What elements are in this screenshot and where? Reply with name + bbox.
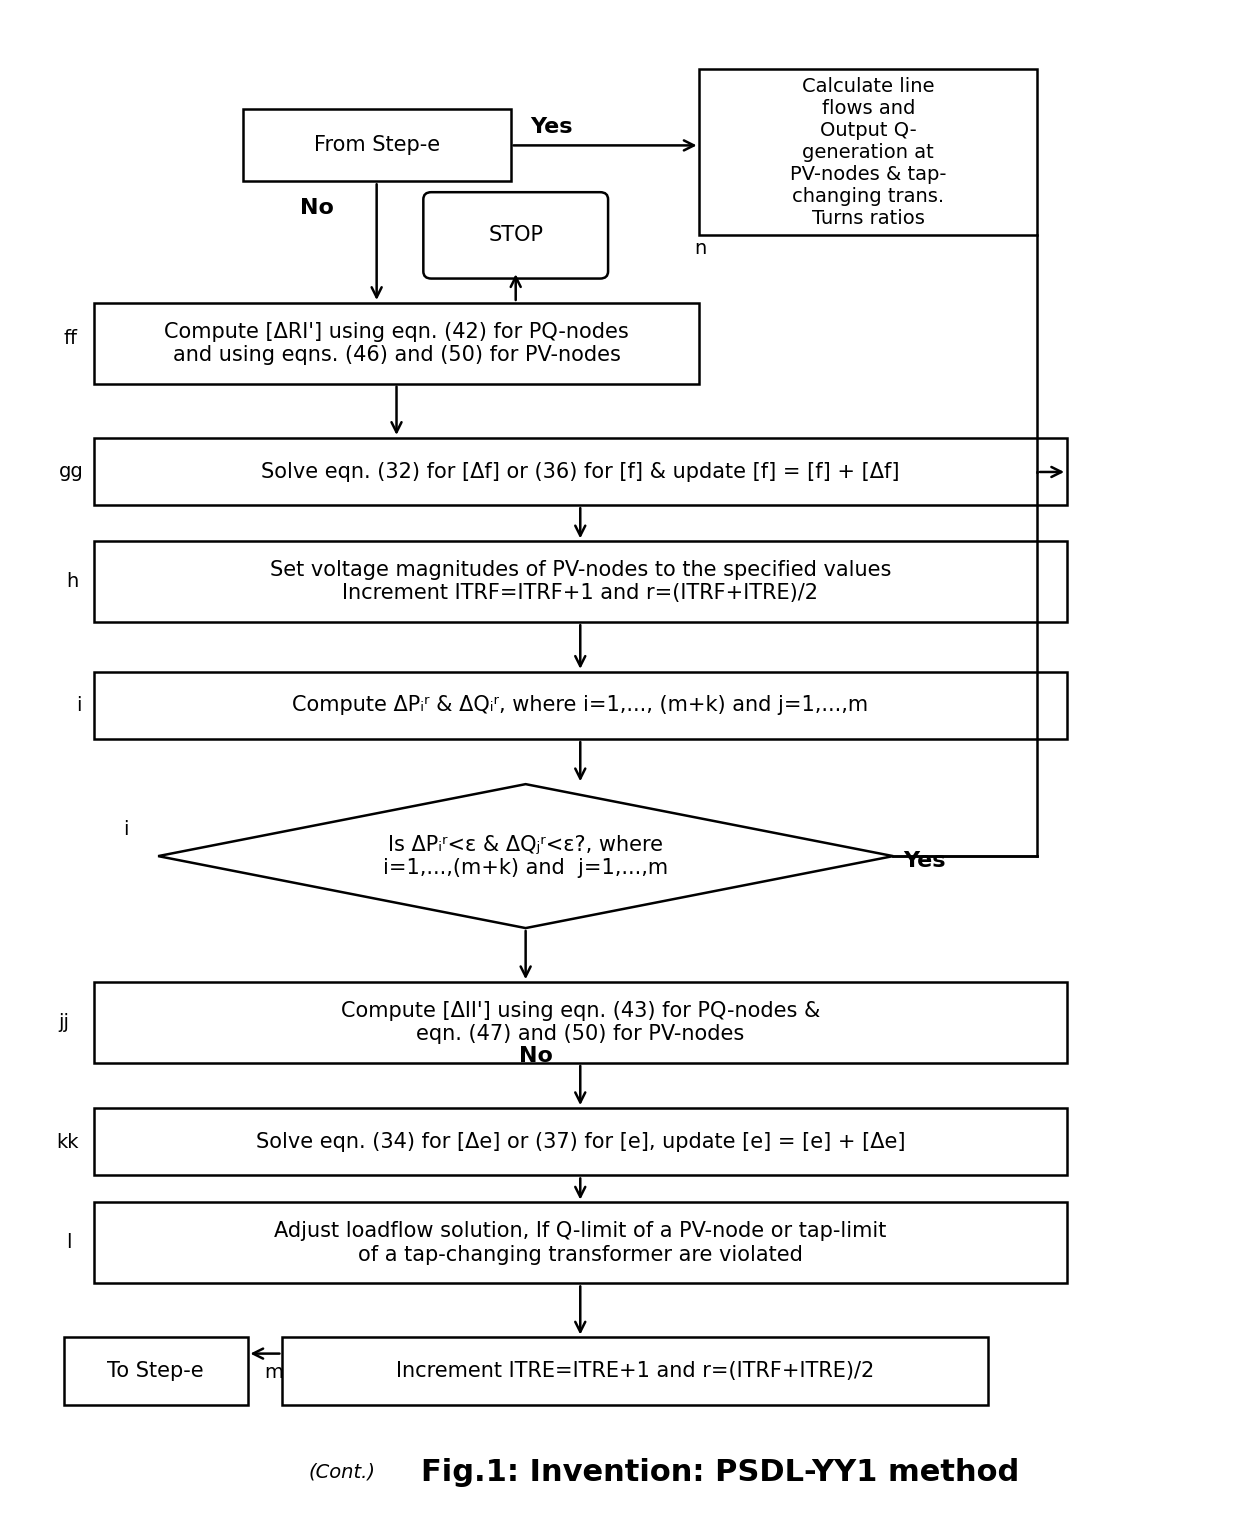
- Bar: [699, 68, 1037, 235]
- Text: Compute [ΔRI'] using eqn. (42) for PQ-nodes
and using eqns. (46) and (50) for PV: Compute [ΔRI'] using eqn. (42) for PQ-no…: [164, 322, 629, 366]
- Text: h: h: [66, 572, 78, 592]
- Polygon shape: [159, 784, 893, 928]
- Text: No: No: [300, 199, 334, 218]
- Bar: [93, 1107, 1066, 1176]
- Bar: [243, 109, 511, 182]
- Text: STOP: STOP: [489, 226, 543, 246]
- Bar: [93, 981, 1066, 1063]
- Bar: [93, 438, 1066, 505]
- Text: No: No: [518, 1045, 553, 1066]
- Text: Adjust loadflow solution, If Q-limit of a PV-node or tap-limit
of a tap-changing: Adjust loadflow solution, If Q-limit of …: [274, 1221, 887, 1265]
- Text: jj: jj: [58, 1013, 69, 1032]
- Bar: [93, 542, 1066, 622]
- Text: gg: gg: [58, 463, 83, 481]
- Bar: [93, 672, 1066, 739]
- Text: n: n: [694, 240, 707, 258]
- Text: Set voltage magnitudes of PV-nodes to the specified values
Increment ITRF=ITRF+1: Set voltage magnitudes of PV-nodes to th…: [269, 560, 892, 604]
- Bar: [283, 1338, 987, 1405]
- Text: Yes: Yes: [903, 851, 946, 871]
- Text: Increment ITRE=ITRE+1 and r=(ITRF+ITRE)/2: Increment ITRE=ITRE+1 and r=(ITRF+ITRE)/…: [396, 1361, 874, 1380]
- Text: To Step-e: To Step-e: [108, 1361, 203, 1380]
- Bar: [63, 1338, 248, 1405]
- Bar: [93, 303, 699, 384]
- Text: (Cont.): (Cont.): [309, 1462, 376, 1482]
- FancyBboxPatch shape: [423, 193, 608, 279]
- Text: Is ΔPᵢʳ<ε & ΔQⱼʳ<ε?, where
i=1,...,(m+k) and  j=1,...,m: Is ΔPᵢʳ<ε & ΔQⱼʳ<ε?, where i=1,...,(m+k)…: [383, 834, 668, 878]
- Text: Solve eqn. (32) for [Δf] or (36) for [f] & update [f] = [f] + [Δf]: Solve eqn. (32) for [Δf] or (36) for [f]…: [260, 461, 899, 481]
- Text: Fig.1: Invention: PSDL-YY1 method: Fig.1: Invention: PSDL-YY1 method: [422, 1458, 1019, 1487]
- Text: Compute [ΔII'] using eqn. (43) for PQ-nodes &
eqn. (47) and (50) for PV-nodes: Compute [ΔII'] using eqn. (43) for PQ-no…: [341, 1001, 820, 1044]
- Text: kk: kk: [56, 1133, 78, 1151]
- Text: l: l: [66, 1233, 71, 1253]
- Bar: [93, 1203, 1066, 1283]
- Text: Compute ΔPᵢʳ & ΔQᵢʳ, where i=1,..., (m+k) and j=1,...,m: Compute ΔPᵢʳ & ΔQᵢʳ, where i=1,..., (m+k…: [293, 695, 868, 716]
- Text: Calculate line
flows and
Output Q-
generation at
PV-nodes & tap-
changing trans.: Calculate line flows and Output Q- gener…: [790, 77, 946, 228]
- Text: ff: ff: [63, 329, 78, 349]
- Text: From Step-e: From Step-e: [314, 135, 440, 155]
- Text: Yes: Yes: [531, 117, 573, 138]
- Text: Solve eqn. (34) for [Δe] or (37) for [e], update [e] = [e] + [Δe]: Solve eqn. (34) for [Δe] or (37) for [e]…: [255, 1132, 905, 1151]
- Text: i: i: [76, 696, 81, 716]
- Text: m: m: [264, 1362, 283, 1382]
- Text: i: i: [123, 819, 129, 839]
